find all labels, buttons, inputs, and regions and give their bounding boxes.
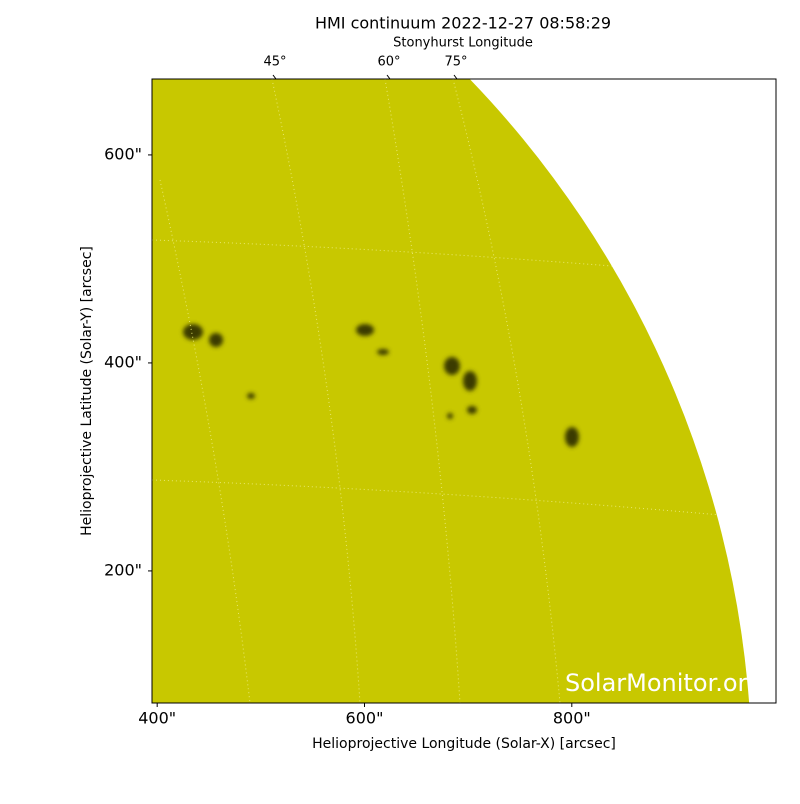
x-tick-label: 600" — [346, 709, 384, 728]
y-axis-label: Helioprojective Latitude (Solar-Y) [arcs… — [79, 246, 95, 536]
y-tick-label: 600" — [104, 144, 142, 163]
x-tick-label: 800" — [553, 709, 591, 728]
top-tick — [386, 74, 391, 80]
x-tick-label: 400" — [138, 709, 176, 728]
top-tick-label: 75° — [444, 55, 467, 70]
watermark: SolarMonitor.org — [565, 669, 762, 697]
x-axis-label: Helioprojective Longitude (Solar-X) [arc… — [312, 736, 616, 752]
y-tick-label: 400" — [104, 352, 142, 371]
sunspots — [183, 324, 579, 447]
top-tick — [272, 74, 277, 80]
axes-frame — [151, 78, 777, 704]
top-tick-label: 45° — [263, 55, 286, 70]
top-tick — [453, 74, 458, 80]
top-axis-label: Stonyhurst Longitude — [393, 36, 533, 51]
y-tick-label: 200" — [104, 560, 142, 579]
chart-title: HMI continuum 2022-12-27 08:58:29 — [315, 14, 611, 33]
top-tick-label: 60° — [377, 55, 400, 70]
coordinate-grid — [152, 79, 752, 703]
